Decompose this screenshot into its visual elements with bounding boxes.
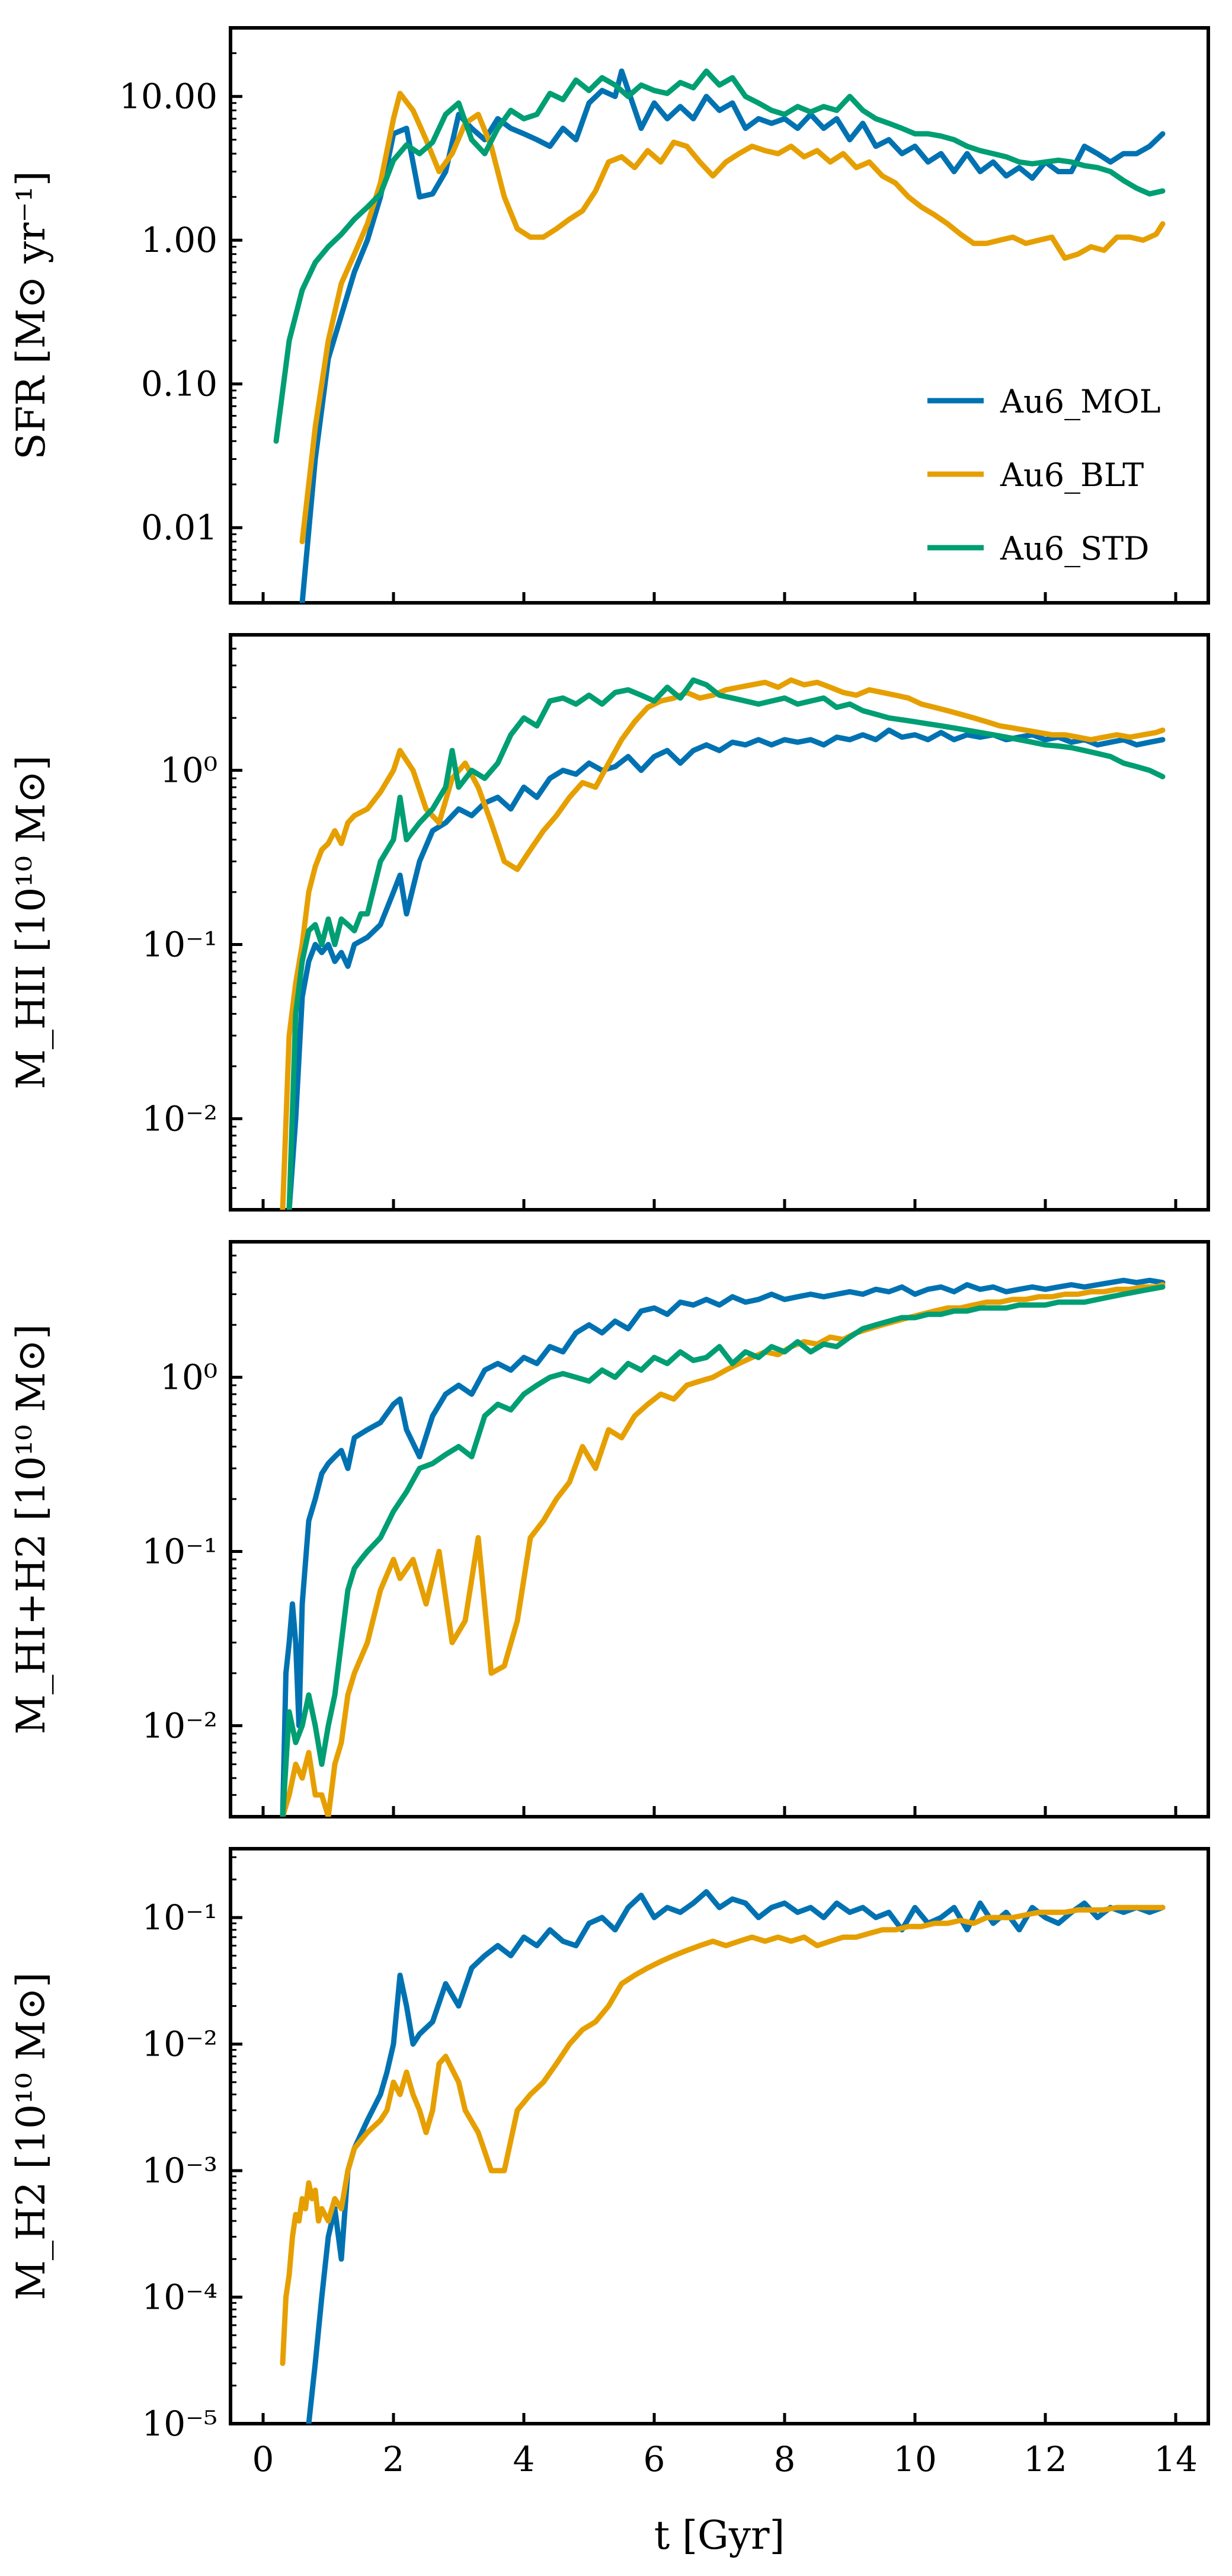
x-tick-label: 6 [644, 2439, 665, 2479]
y-tick-label: 10⁻¹ [142, 925, 217, 965]
panel-h2-ylabel: M_H2 [10¹⁰ M⊙] [8, 1972, 54, 2300]
panel-sfr-ylabel: SFR [M⊙ yr⁻¹] [8, 171, 54, 459]
legend: Au6_MOL Au6_BLT Au6_STD [927, 383, 1161, 567]
series-au6-blt [299, 91, 1166, 545]
y-tick-label: 10⁰ [160, 750, 217, 791]
series-au6-std [286, 677, 1166, 1210]
y-tick-label: 10⁻¹ [142, 1897, 217, 1938]
series-au6-mol [280, 1277, 1166, 1817]
legend-label-au6-mol: Au6_MOL [1000, 383, 1161, 420]
x-tick-label: 14 [1154, 2439, 1198, 2479]
panel-sfr-frame [229, 26, 1210, 605]
series-au6-mol [299, 68, 1166, 603]
series-au6-blt [280, 1904, 1166, 2366]
series-au6-std [280, 1284, 1166, 1817]
y-tick-label: 10⁻² [142, 2024, 217, 2064]
x-tick-label: 8 [774, 2439, 796, 2479]
x-tick-label: 4 [513, 2439, 535, 2479]
y-tick-label: 10⁰ [160, 1357, 217, 1398]
panel-h2-frame [229, 1847, 1210, 2425]
y-tick-label: 10⁻⁵ [142, 2404, 217, 2444]
x-tick-label: 12 [1023, 2439, 1067, 2479]
series-au6-blt [280, 1282, 1166, 1817]
panel-hi-h2-ylabel: M_HI+H2 [10¹⁰ M⊙] [8, 1324, 54, 1734]
panel-hii: M_HII [10¹⁰ M⊙] 10⁰ 10⁻¹ 10⁻² [8, 633, 1210, 1212]
panel-sfr: SFR [M⊙ yr⁻¹] 10.00 1.00 0.10 0.01 [8, 26, 1210, 605]
y-tick-label: 1.00 [141, 220, 217, 260]
x-tick-label: 10 [893, 2439, 937, 2479]
y-tick-label: 10⁻² [142, 1705, 217, 1746]
panel-hii-frame [229, 633, 1210, 1212]
y-tick-label: 0.01 [141, 507, 217, 548]
panel-hi-h2-frame [229, 1240, 1210, 1818]
series-au6-mol [306, 1889, 1166, 2424]
y-tick-label: 0.10 [141, 364, 217, 404]
panel-h2: M_H2 [10¹⁰ M⊙] t [Gyr] 0 2 4 6 8 10 12 14 10⁻¹ 10… [8, 1847, 1210, 2558]
x-axis-label: t [Gyr] [654, 2513, 785, 2558]
panel-hii-ylabel: M_HII [10¹⁰ M⊙] [8, 755, 54, 1089]
y-tick-label: 10⁻² [142, 1098, 217, 1139]
panel-hi-h2: M_HI+H2 [10¹⁰ M⊙] 10⁰ 10⁻¹ 10⁻² [8, 1240, 1210, 1818]
y-tick-label: 10⁻⁴ [142, 2277, 217, 2318]
series-au6-mol [286, 727, 1166, 1210]
x-tick-label: 0 [252, 2439, 274, 2479]
y-tick-label: 10⁻¹ [142, 1532, 217, 1572]
x-tick-label: 2 [383, 2439, 405, 2479]
series-au6-std [273, 68, 1166, 444]
legend-label-au6-std: Au6_STD [1000, 530, 1149, 567]
y-tick-label: 10.00 [119, 76, 217, 117]
y-tick-label: 10⁻³ [142, 2150, 217, 2191]
series-au6-blt [280, 677, 1166, 1210]
legend-label-au6-blt: Au6_BLT [1000, 456, 1144, 494]
